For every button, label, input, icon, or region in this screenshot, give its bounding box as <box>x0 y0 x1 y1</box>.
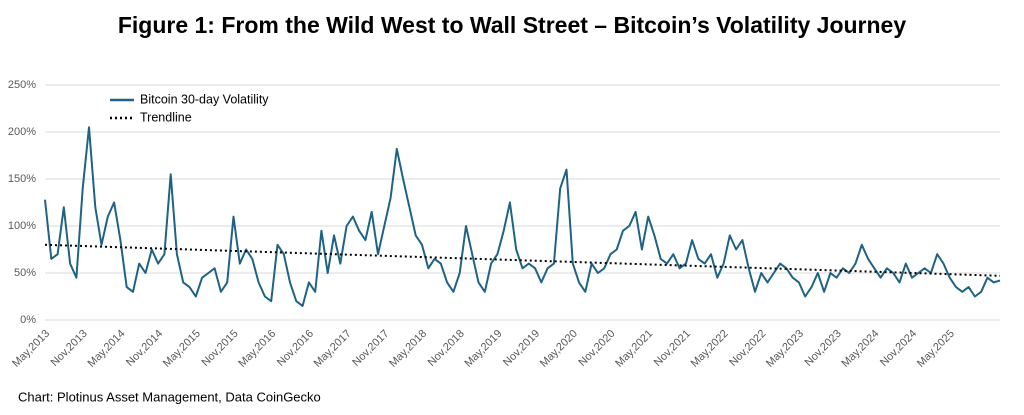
x-tick-label: Nov,2022 <box>727 328 768 369</box>
x-tick-label: May,2014 <box>85 328 127 370</box>
x-tick-label: Nov,2016 <box>275 328 316 369</box>
y-tick-label: 150% <box>8 173 36 185</box>
x-tick-label: Nov,2013 <box>49 328 90 369</box>
x-tick-label: Nov,2020 <box>576 328 617 369</box>
y-tick-label: 250% <box>8 79 36 91</box>
x-tick-label: May,2018 <box>387 328 429 370</box>
x-tick-label: May,2021 <box>613 328 655 370</box>
y-tick-label: 200% <box>8 126 36 138</box>
trendline <box>44 243 1001 277</box>
x-tick-label: Nov,2024 <box>878 328 919 369</box>
x-tick-label: May,2017 <box>312 328 354 370</box>
x-tick-label: Nov,2017 <box>350 328 391 369</box>
x-tick-label: May,2013 <box>10 328 52 370</box>
chart-title: Figure 1: From the Wild West to Wall Str… <box>118 12 906 38</box>
x-tick-label: May,2023 <box>764 328 806 370</box>
x-tick-label: Nov,2021 <box>652 328 693 369</box>
x-tick-label: May,2015 <box>161 328 203 370</box>
line-series <box>44 126 1001 307</box>
x-tick-label: May,2019 <box>462 328 504 370</box>
x-tick-label: May,2020 <box>538 328 580 370</box>
y-tick-label: 0% <box>20 314 36 326</box>
x-tick-label: May,2016 <box>236 328 278 370</box>
x-tick-label: May,2025 <box>915 328 957 370</box>
x-tick-label: Nov,2023 <box>803 328 844 369</box>
legend-label: Bitcoin 30-day Volatility <box>140 92 269 106</box>
x-tick-label: May,2024 <box>839 328 881 370</box>
x-tick-label: May,2022 <box>689 328 731 370</box>
source: Chart: Plotinus Asset Management, Data C… <box>18 389 321 404</box>
x-tick-label: Nov,2015 <box>199 328 240 369</box>
x-tick-label: Nov,2019 <box>501 328 542 369</box>
y-tick-label: 100% <box>8 220 36 232</box>
legend-label: Trendline <box>140 110 192 124</box>
x-tick-label: Nov,2018 <box>426 328 467 369</box>
x-tick-label: Nov,2014 <box>124 328 165 369</box>
y-tick-label: 50% <box>14 267 36 279</box>
